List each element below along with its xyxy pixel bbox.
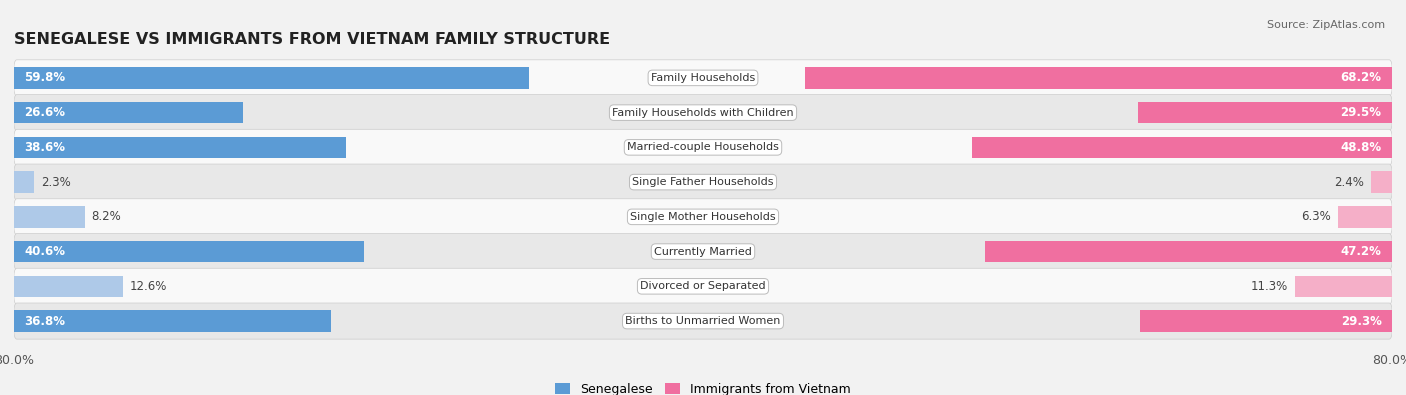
Bar [1337, 206, 1392, 228]
Bar [14, 241, 364, 262]
FancyBboxPatch shape [14, 268, 1392, 305]
Text: SENEGALESE VS IMMIGRANTS FROM VIETNAM FAMILY STRUCTURE: SENEGALESE VS IMMIGRANTS FROM VIETNAM FA… [14, 32, 610, 47]
Text: Single Father Households: Single Father Households [633, 177, 773, 187]
Text: 29.5%: 29.5% [1340, 106, 1382, 119]
Bar [14, 206, 84, 228]
Text: Family Households: Family Households [651, 73, 755, 83]
Bar [14, 310, 330, 332]
Text: Divorced or Separated: Divorced or Separated [640, 281, 766, 292]
FancyBboxPatch shape [14, 303, 1392, 339]
Text: 8.2%: 8.2% [91, 211, 121, 223]
FancyBboxPatch shape [14, 60, 1392, 96]
FancyBboxPatch shape [14, 233, 1392, 270]
Text: Currently Married: Currently Married [654, 246, 752, 257]
Text: 36.8%: 36.8% [24, 314, 66, 327]
Text: 47.2%: 47.2% [1341, 245, 1382, 258]
Bar [14, 137, 346, 158]
Text: 48.8%: 48.8% [1340, 141, 1382, 154]
FancyBboxPatch shape [14, 199, 1392, 235]
Text: Births to Unmarried Women: Births to Unmarried Women [626, 316, 780, 326]
FancyBboxPatch shape [14, 129, 1392, 166]
Bar [14, 276, 122, 297]
Text: Married-couple Households: Married-couple Households [627, 142, 779, 152]
Text: Source: ZipAtlas.com: Source: ZipAtlas.com [1267, 20, 1385, 30]
Text: 40.6%: 40.6% [24, 245, 66, 258]
Text: 6.3%: 6.3% [1301, 211, 1331, 223]
FancyBboxPatch shape [14, 164, 1392, 200]
Bar [1137, 102, 1392, 123]
Text: 26.6%: 26.6% [24, 106, 66, 119]
Bar [1371, 171, 1392, 193]
Text: 29.3%: 29.3% [1341, 314, 1382, 327]
Bar [1140, 310, 1392, 332]
Legend: Senegalese, Immigrants from Vietnam: Senegalese, Immigrants from Vietnam [550, 378, 856, 395]
Bar [804, 67, 1392, 88]
Bar [14, 67, 529, 88]
Bar [14, 171, 34, 193]
Text: 59.8%: 59.8% [24, 71, 66, 85]
Text: 12.6%: 12.6% [129, 280, 167, 293]
Bar [986, 241, 1392, 262]
Text: 2.3%: 2.3% [41, 176, 70, 188]
Text: 38.6%: 38.6% [24, 141, 66, 154]
Text: Family Households with Children: Family Households with Children [612, 107, 794, 118]
Bar [1295, 276, 1392, 297]
Bar [14, 102, 243, 123]
Bar [972, 137, 1392, 158]
Text: 11.3%: 11.3% [1250, 280, 1288, 293]
Text: 2.4%: 2.4% [1334, 176, 1364, 188]
Text: 68.2%: 68.2% [1340, 71, 1382, 85]
FancyBboxPatch shape [14, 94, 1392, 131]
Text: Single Mother Households: Single Mother Households [630, 212, 776, 222]
